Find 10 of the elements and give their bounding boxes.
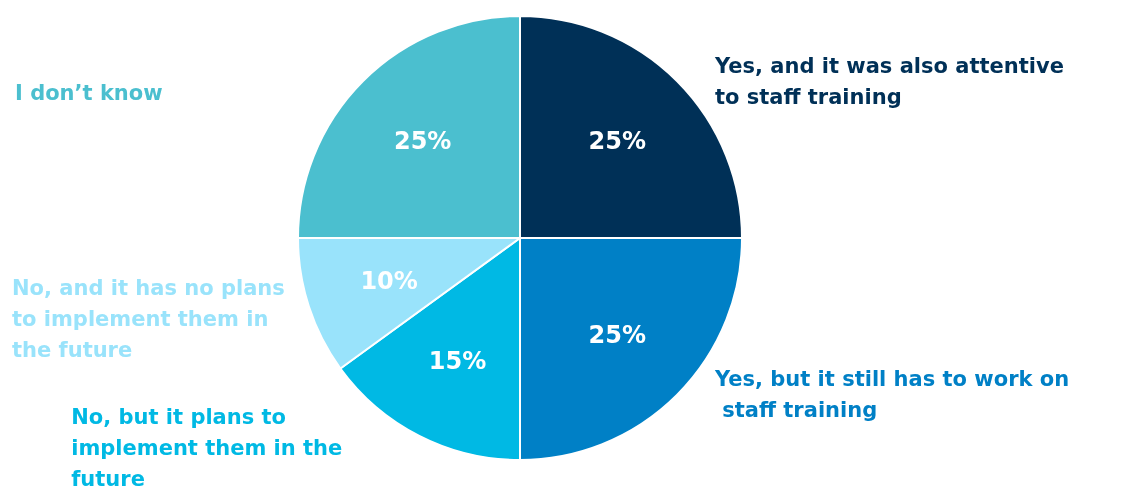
- slice-label: Yes, and it was also attentive to staff training: [713, 53, 1072, 109]
- data-label: 10%: [360, 266, 418, 295]
- slice-label: I don’t know: [15, 81, 163, 106]
- slice-label: No, but it plans to implement them in the future: [71, 404, 350, 491]
- slice-label: No, and it has no plans to implement them in the future: [12, 275, 293, 362]
- data-label: 25%: [588, 126, 647, 155]
- slice-label: Yes, but it still has to work on staff training: [713, 367, 1070, 423]
- data-label: 25%: [588, 321, 647, 350]
- data-label: 15%: [428, 346, 487, 375]
- data-label: 25%: [393, 126, 452, 155]
